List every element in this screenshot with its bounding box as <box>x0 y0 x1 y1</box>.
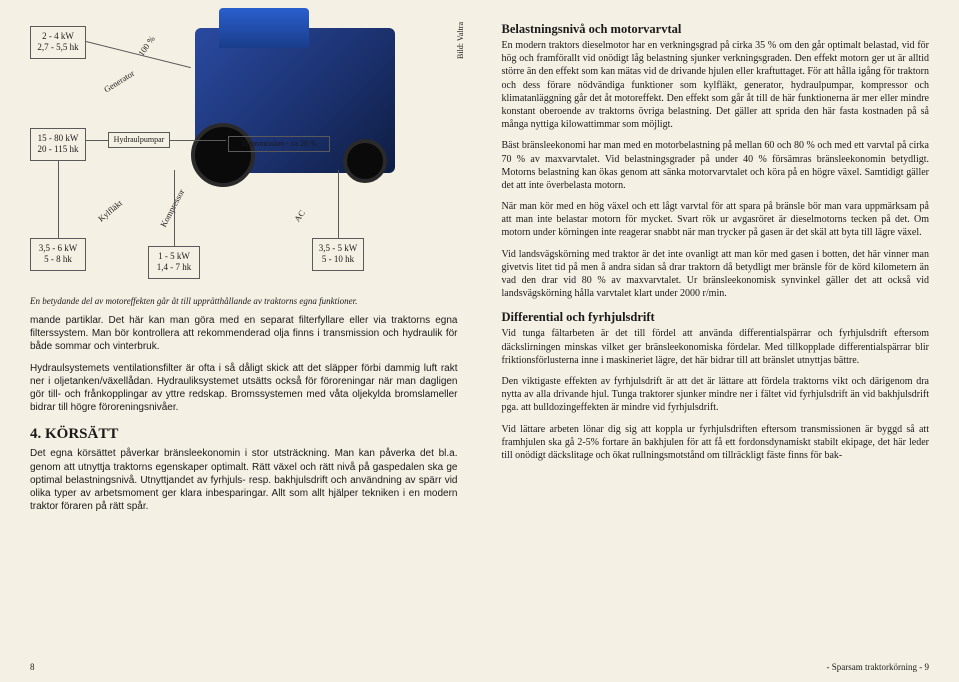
line-1 <box>86 41 191 68</box>
box-hydraul-l2: 20 - 115 hk <box>38 144 79 155</box>
label-ac: AC <box>292 208 307 223</box>
line-6 <box>338 170 339 238</box>
box-hydraul-l1: 15 - 80 kW <box>38 133 79 144</box>
box-ac-l1: 3,5 - 5 kW <box>319 243 358 254</box>
line-2 <box>86 140 108 141</box>
right-p2: Bäst bränsleekonomi har man med en motor… <box>502 139 930 192</box>
left-p3: Det egna körsättet påverkar bränsleekono… <box>30 447 458 513</box>
box-compressor: 1 - 5 kW 1,4 - 7 hk <box>148 246 200 279</box>
tractor-diagram: Bild: Valtra 2 - 4 kW 2,7 - 5,5 hk 15 - … <box>30 20 458 290</box>
box-motor-l2: 2,7 - 5,5 hk <box>37 42 78 53</box>
tractor-cab <box>219 8 309 48</box>
right-p6: Den viktigaste effekten av fyrhjulsdrift… <box>502 375 930 415</box>
right-p5: Vid tunga fältarbeten är det till fördel… <box>502 327 930 367</box>
box-cooling-l1: 3,5 - 6 kW <box>39 243 78 254</box>
page-number-left: 8 <box>30 662 35 672</box>
right-p1: En modern traktors dieselmotor har en ve… <box>502 39 930 131</box>
line-4 <box>58 160 59 238</box>
left-p2: Hydraulsystemets ventilationsfilter är o… <box>30 362 458 415</box>
box-compressor-l2: 1,4 - 7 hk <box>157 262 192 273</box>
box-motor-l1: 2 - 4 kW <box>42 31 74 42</box>
right-p4: Vid landsvägskörning med traktor är det … <box>502 248 930 301</box>
heading-korsatt: 4. KÖRSÄTT <box>30 426 458 443</box>
label-kylflakt: Kylfläkt <box>96 198 124 224</box>
box-ac-l2: 5 - 10 hk <box>322 254 354 265</box>
right-p3: När man kör med en hög växel och ett låg… <box>502 200 930 240</box>
heading-belastning: Belastningsnivå och motorvarvtal <box>502 22 930 37</box>
line-3 <box>170 140 226 141</box>
box-hydraul: 15 - 80 kW 20 - 115 hk <box>30 128 86 161</box>
line-5 <box>174 170 175 246</box>
box-compressor-l1: 1 - 5 kW <box>158 251 190 262</box>
box-cooling: 3,5 - 6 kW 5 - 8 hk <box>30 238 86 271</box>
page-left: Bild: Valtra 2 - 4 kW 2,7 - 5,5 hk 15 - … <box>0 0 480 682</box>
diagram-caption: En betydande del av motoreffekten går åt… <box>30 296 458 306</box>
label-kompressor: Kompressor <box>158 187 186 228</box>
box-motor: 2 - 4 kW 2,7 - 5,5 hk <box>30 26 86 59</box>
box-ac: 3,5 - 5 kW 5 - 10 hk <box>312 238 364 271</box>
left-p1: mande partiklar. Det här kan man göra me… <box>30 314 458 354</box>
label-generator: Generator <box>102 68 136 94</box>
page-right: Belastningsnivå och motorvarvtal En mode… <box>480 0 959 682</box>
box-cooling-l2: 5 - 8 hk <box>44 254 72 265</box>
right-p7: Vid lättare arbeten lönar dig sig att ko… <box>502 423 930 463</box>
image-credit: Bild: Valtra <box>456 22 465 59</box>
heading-differential: Differential och fyrhjulsdrift <box>502 310 930 325</box>
label-hydraulpump: Hydraulpumpar <box>108 132 170 148</box>
page-number-right: - Sparsam traktorkörning - 9 <box>827 662 929 672</box>
label-transmission: Transmission - ca 20 % <box>228 136 330 152</box>
